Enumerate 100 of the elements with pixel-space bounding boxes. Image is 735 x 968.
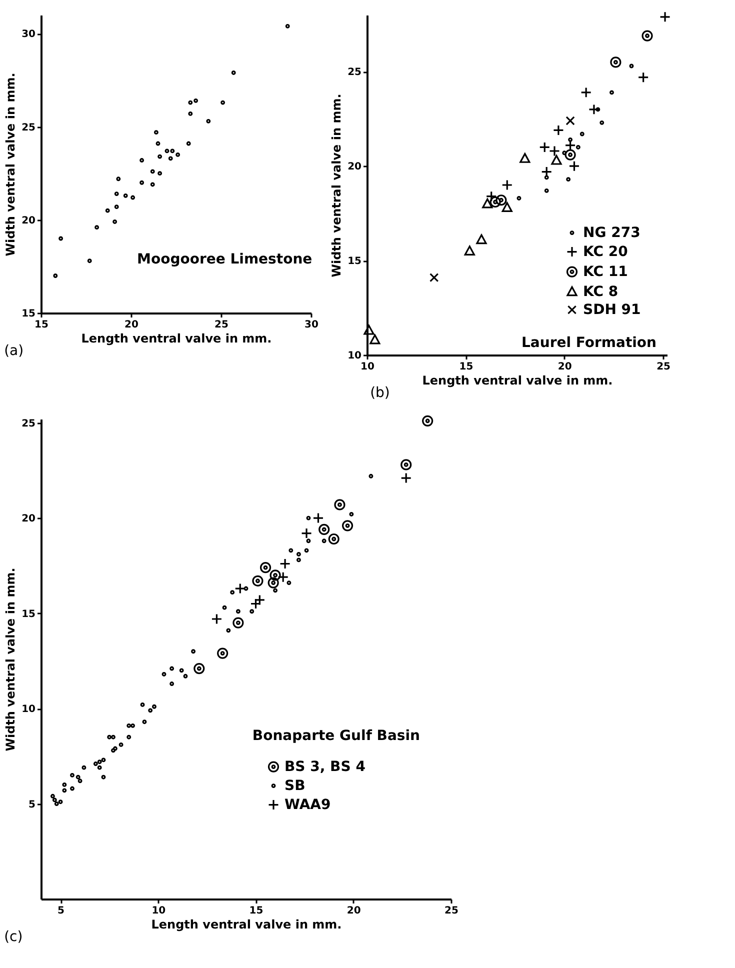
point [496,194,507,206]
point [53,274,58,278]
point [288,548,294,553]
point [230,590,235,595]
y-tick-label: 20 [22,215,36,226]
point [140,180,144,185]
legend-label: SB [284,778,306,794]
point [158,154,162,159]
point [600,120,604,125]
point [349,512,354,516]
y-tick-label: 15 [22,308,36,320]
point [236,609,240,614]
x-tick-label: 10 [152,906,166,916]
y-tick-label: 20 [348,162,362,173]
y-axis-title: Width ventral valve in mm. [4,72,18,256]
point [642,30,653,42]
point [296,558,301,562]
point [87,258,92,264]
point [296,552,301,556]
point [422,415,434,426]
point [130,723,135,728]
point [476,234,487,244]
point [220,100,226,105]
point [364,324,374,335]
point [629,64,634,68]
point [140,702,145,707]
x-tick-label: 15 [249,906,264,916]
point [490,196,501,208]
point [270,570,281,581]
point [183,674,188,678]
y-axis-title: Width ventral valve in mm. [330,94,344,278]
point [306,516,311,520]
point [52,798,57,802]
point [217,648,228,659]
point [82,765,86,770]
point [566,116,575,126]
y-tick-label: 30 [22,29,36,40]
y-tick-label: 10 [22,704,36,716]
y-tick-label: 25 [22,122,36,134]
point [464,246,475,256]
point [107,734,112,740]
point [342,520,354,532]
point [206,118,211,124]
point [191,649,196,654]
point [97,765,102,770]
point [70,786,74,791]
text: (c) [4,929,23,945]
point [286,580,292,586]
point [306,538,311,544]
point [194,662,205,674]
point [93,762,98,766]
point [78,778,82,784]
point [576,145,580,150]
point [164,148,170,154]
point [482,198,493,208]
point [252,575,264,586]
point [564,149,576,160]
point [150,182,155,187]
y-tick-label: 15 [22,608,36,620]
x-axis-title: Length ventral valve in mm. [81,332,272,346]
point [126,723,132,728]
point [162,672,166,676]
y-axis-title: Width ventral valve in mm. [4,568,18,752]
point [76,774,80,780]
point [54,802,59,806]
point [170,682,174,686]
point [62,782,67,787]
point [285,24,290,28]
point [170,148,175,154]
x-tick-label: 15 [34,320,48,330]
point [101,774,106,780]
point [70,772,74,778]
legend-label: WAA9 [284,796,331,813]
x-axis-title: Length ventral valve in mm. [422,374,613,388]
legend-label: SDH 91 [583,302,641,318]
point [544,188,549,193]
x-tick-label: 25 [444,906,458,916]
point [179,668,184,673]
point [154,130,158,135]
point [111,734,116,740]
point [328,533,340,545]
point [148,708,153,713]
point [97,760,102,764]
y-tick-label: 25 [348,67,362,78]
point [222,605,227,610]
point [168,156,173,161]
point [551,154,562,165]
y-tick-label: 25 [22,418,36,430]
point [126,734,132,740]
point [158,171,162,176]
x-tick-label: 15 [459,362,474,372]
y-tick-label: 5 [28,799,36,810]
point [566,177,571,182]
point [232,617,244,628]
point [273,588,278,593]
point [114,192,119,196]
point [94,225,100,230]
point [156,141,160,146]
y-tick-label: 10 [348,350,362,362]
y-tick-label: 20 [22,514,36,525]
